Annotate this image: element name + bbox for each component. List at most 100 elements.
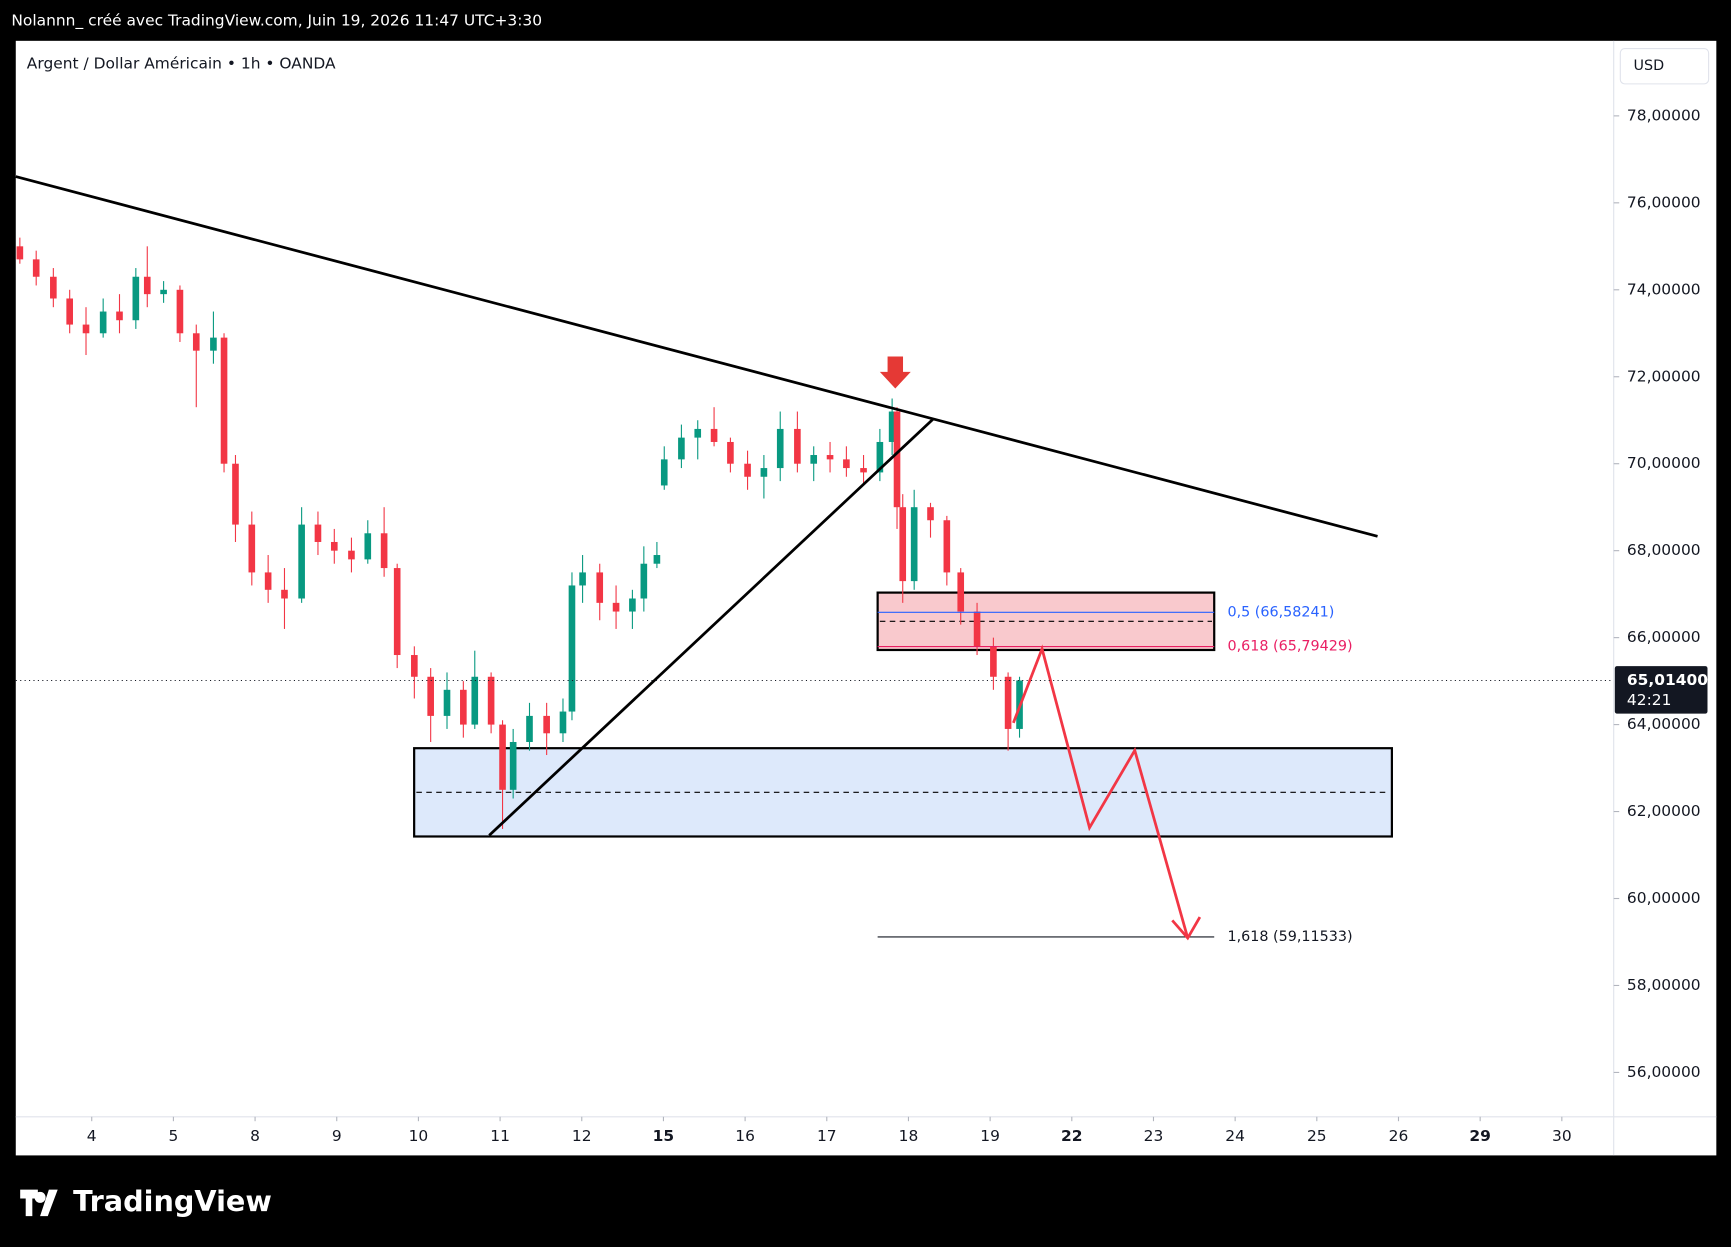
candle-body (826, 455, 834, 460)
candle-body (568, 585, 576, 712)
candle-body (32, 259, 40, 277)
candle-body (264, 572, 272, 590)
candle-body (232, 463, 239, 525)
candle-body (393, 568, 401, 656)
candle-body (143, 276, 151, 295)
candle-body (16, 246, 24, 260)
y-tick-label: 72,00000 (1627, 367, 1701, 385)
candle-body (427, 676, 434, 716)
candle-body (543, 715, 550, 734)
candle-body (957, 572, 965, 612)
candle-body (810, 455, 818, 464)
fib-label: 0,618 (65,79429) (1227, 639, 1352, 655)
resistance-trendline (15, 175, 1378, 538)
candle-body (116, 311, 123, 321)
currency-button[interactable] (1619, 48, 1710, 85)
candle-body (220, 337, 228, 464)
plot-area: 0,5 (66,58241) 0,618 (65,79429) 1,618 (59,… (15, 175, 1393, 945)
chart-panel (15, 40, 1717, 1156)
candle-body (471, 676, 479, 725)
candle-body (640, 563, 648, 599)
candle-body (990, 646, 997, 677)
projection-path (1012, 644, 1190, 939)
candle-body (132, 276, 140, 321)
x-tick-label: 4 (87, 1127, 97, 1145)
candle-body (526, 715, 533, 742)
candle-body (943, 520, 951, 573)
candle-body (596, 572, 604, 603)
candle-body (210, 337, 217, 351)
candle-body (298, 524, 305, 599)
x-tick-label: 24 (1225, 1127, 1245, 1145)
candle-body (314, 524, 322, 542)
x-tick-label: 10 (409, 1127, 429, 1145)
x-tick-label: 26 (1389, 1127, 1409, 1145)
x-tick-label: 16 (735, 1127, 755, 1145)
candle-body (509, 741, 517, 790)
candle-body (50, 276, 57, 299)
brand-logo: TradingView (20, 1184, 272, 1218)
x-tick-label: 19 (980, 1127, 1000, 1145)
candle-body (973, 611, 981, 647)
x-tick-label: 15 (653, 1127, 674, 1145)
x-tick-label: 18 (899, 1127, 919, 1145)
x-tick-label: 5 (168, 1127, 178, 1145)
candle-body (660, 459, 668, 486)
candle-body (192, 333, 200, 351)
y-tick-label: 76,00000 (1627, 193, 1701, 211)
y-tick-label: 60,00000 (1627, 889, 1701, 907)
candle-body (694, 428, 702, 438)
candle-body (612, 602, 620, 612)
symbol-title: Argent / Dollar Américain • 1h • OANDA (27, 55, 336, 73)
logo-icon (20, 1189, 58, 1217)
y-tick-label: 62,00000 (1627, 802, 1701, 820)
support-trendline (488, 418, 934, 837)
countdown-label: 42:21 (1627, 691, 1672, 709)
last-price-box (1614, 666, 1708, 714)
candle-body (176, 289, 184, 334)
candle-body (66, 298, 73, 325)
currency-label[interactable]: USD (1634, 58, 1665, 74)
candle-body (348, 550, 355, 560)
candle-body (876, 441, 884, 473)
candle-body (499, 724, 506, 790)
candle-body (893, 411, 901, 508)
candle-body (629, 598, 636, 612)
candle-body (248, 524, 256, 573)
x-tick-label: 30 (1552, 1127, 1572, 1145)
y-tick-label: 64,00000 (1627, 715, 1701, 733)
candle-body (1004, 676, 1012, 729)
candle-body (653, 555, 661, 564)
fib-label: 1,618 (59,11533) (1227, 929, 1352, 945)
candle-body (82, 324, 90, 334)
x-tick-label: 17 (817, 1127, 837, 1145)
candle-body (710, 428, 718, 442)
candle-body (99, 311, 107, 334)
x-tick-label: 23 (1144, 1127, 1164, 1145)
candle-body (899, 507, 907, 582)
y-tick-label: 78,00000 (1627, 106, 1701, 124)
x-tick-label: 22 (1061, 1127, 1082, 1145)
x-tick-label: 9 (332, 1127, 342, 1145)
candle-body (380, 533, 388, 569)
candle-body (843, 459, 850, 469)
candle-body (443, 689, 451, 716)
candle-body (760, 468, 768, 477)
x-tick-label: 29 (1469, 1127, 1490, 1145)
candle-body (487, 676, 495, 725)
candle-body (160, 289, 167, 295)
y-tick-label: 68,00000 (1627, 541, 1701, 559)
y-tick-label: 70,00000 (1627, 454, 1701, 472)
header-text: Nolannn_ créé avec TradingView.com, Juin… (11, 11, 542, 30)
brand-name: TradingView (73, 1184, 272, 1218)
y-tick-label: 56,00000 (1627, 1063, 1701, 1081)
candle-body (460, 689, 467, 725)
candle-body (927, 507, 934, 521)
candle-body (411, 655, 418, 677)
candle-body (579, 572, 586, 586)
candle-body (281, 589, 288, 599)
candle-body (678, 437, 685, 460)
x-tick-label: 8 (250, 1127, 260, 1145)
